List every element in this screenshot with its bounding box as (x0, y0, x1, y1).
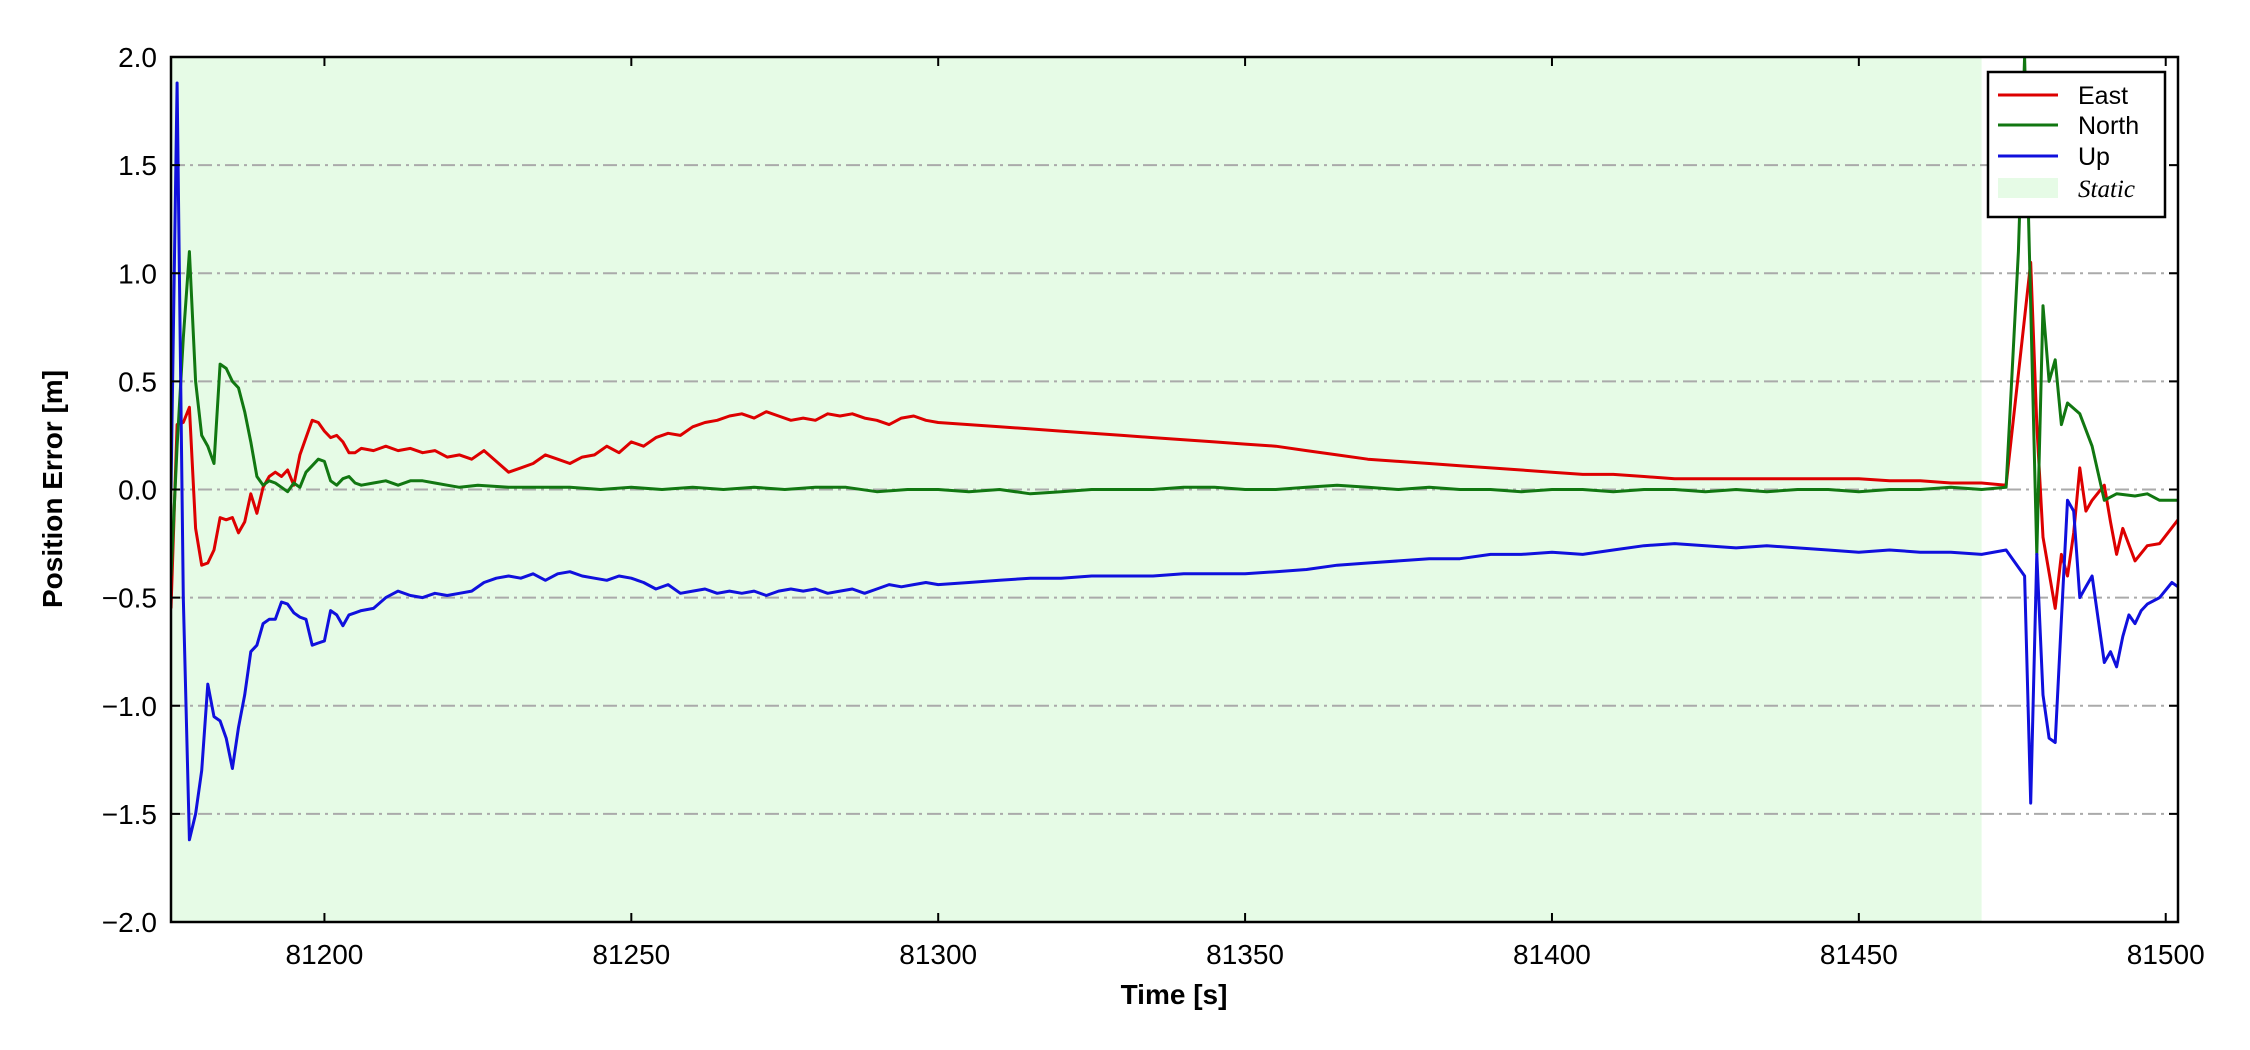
y-tick-label: −1.5 (102, 799, 157, 830)
legend-up-label: Up (2078, 143, 2110, 171)
x-tick-label: 81500 (2127, 939, 2205, 970)
x-tick-label: 81250 (592, 939, 670, 970)
series-line-up (171, 81, 2178, 842)
y-axis-label: Position Error [m] (37, 370, 68, 608)
legend-static-label: Static (2078, 176, 2135, 203)
legend-north-label: North (2078, 112, 2139, 140)
series-lines (171, 57, 2178, 842)
series-line-north (171, 57, 2178, 577)
gridlines (171, 164, 2178, 815)
y-tick-label: 1.0 (118, 258, 157, 289)
x-tick-labels: 81200 81250 81300 81350 81400 81450 81500 (286, 939, 2205, 970)
y-tick-label: 1.5 (118, 150, 157, 181)
legend-east-label: East (2078, 82, 2128, 110)
x-tick-label: 81400 (1513, 939, 1591, 970)
y-tick-label: 2.0 (118, 42, 157, 73)
x-tick-label: 81300 (899, 939, 977, 970)
y-tick-label: −1.0 (102, 691, 157, 722)
tick-marks (171, 56, 2178, 923)
y-tick-label: 0.5 (118, 366, 157, 397)
x-tick-label: 81200 (286, 939, 364, 970)
legend-static-swatch (1998, 178, 2058, 198)
y-tick-label: 0.0 (118, 475, 157, 506)
y-tick-labels: −2.0 −1.5 −1.0 −0.5 0.0 0.5 1.0 1.5 2.0 (102, 42, 157, 938)
y-tick-label: −2.0 (102, 907, 157, 938)
x-tick-label: 81350 (1206, 939, 1284, 970)
legend: East North Up Static (1986, 70, 2167, 219)
series-line-east (171, 260, 2178, 610)
x-axis-label: Time [s] (1121, 979, 1228, 1010)
y-tick-label: −0.5 (102, 583, 157, 614)
x-tick-label: 81450 (1820, 939, 1898, 970)
